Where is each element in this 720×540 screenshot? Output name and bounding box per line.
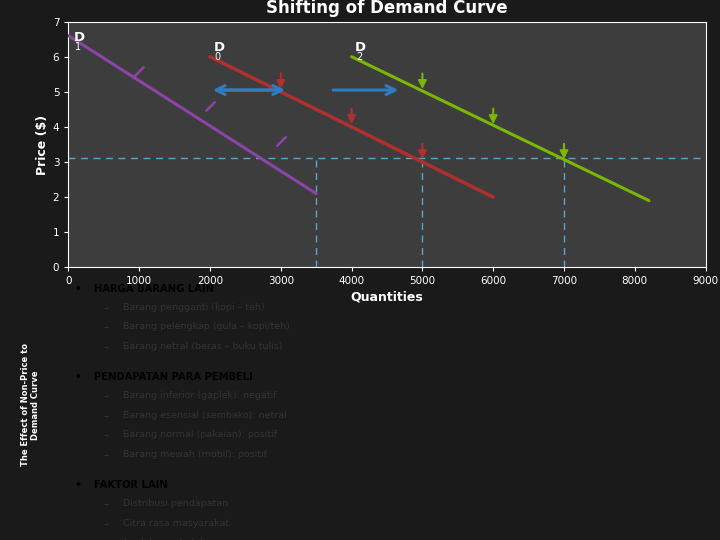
Text: –: – <box>104 303 109 313</box>
Text: Barang esensial (sembako): netral: Barang esensial (sembako): netral <box>123 411 287 420</box>
Text: Distribusi pendapatan: Distribusi pendapatan <box>123 500 228 509</box>
Text: Barang pelengkap (gula – kopi/teh): Barang pelengkap (gula – kopi/teh) <box>123 322 290 332</box>
Text: Jumlah penduduk: Jumlah penduduk <box>123 538 206 540</box>
Text: Barang pengganti (kopi – teh): Barang pengganti (kopi – teh) <box>123 303 265 312</box>
Text: –: – <box>104 519 109 529</box>
Text: D: D <box>214 42 225 55</box>
Text: –: – <box>104 411 109 421</box>
Text: The Effect of Non-Price to
Demand Curve: The Effect of Non-Price to Demand Curve <box>21 343 40 467</box>
Text: D: D <box>74 31 85 44</box>
Text: –: – <box>104 342 109 352</box>
Text: –: – <box>104 450 109 460</box>
Text: •: • <box>75 372 81 382</box>
Text: Barang mewah (mobil): positif: Barang mewah (mobil): positif <box>123 450 267 459</box>
Text: 0: 0 <box>215 52 221 62</box>
Text: Barang inferior (gaplek): negatif: Barang inferior (gaplek): negatif <box>123 392 276 401</box>
Text: –: – <box>104 322 109 333</box>
Text: •: • <box>75 284 81 294</box>
X-axis label: Quantities: Quantities <box>351 291 423 303</box>
Text: 1: 1 <box>75 42 81 52</box>
Text: –: – <box>104 538 109 540</box>
Text: •: • <box>75 480 81 490</box>
Text: Citra rasa masyarakat: Citra rasa masyarakat <box>123 519 229 528</box>
Text: PENDAPATAN PARA PEMBELI: PENDAPATAN PARA PEMBELI <box>94 372 253 382</box>
Title: Shifting of Demand Curve: Shifting of Demand Curve <box>266 0 508 17</box>
Y-axis label: Price ($): Price ($) <box>35 114 48 174</box>
Text: –: – <box>104 430 109 441</box>
Text: HARGA BARANG LAIN: HARGA BARANG LAIN <box>94 284 214 294</box>
Text: Barang netral (beras – buku tulis): Barang netral (beras – buku tulis) <box>123 342 283 351</box>
Text: –: – <box>104 392 109 402</box>
Text: D: D <box>355 42 366 55</box>
Text: –: – <box>104 500 109 510</box>
Text: 2: 2 <box>356 52 362 62</box>
Text: Barang normal (pakaian): positif: Barang normal (pakaian): positif <box>123 430 277 440</box>
Text: FAKTOR LAIN: FAKTOR LAIN <box>94 480 168 490</box>
